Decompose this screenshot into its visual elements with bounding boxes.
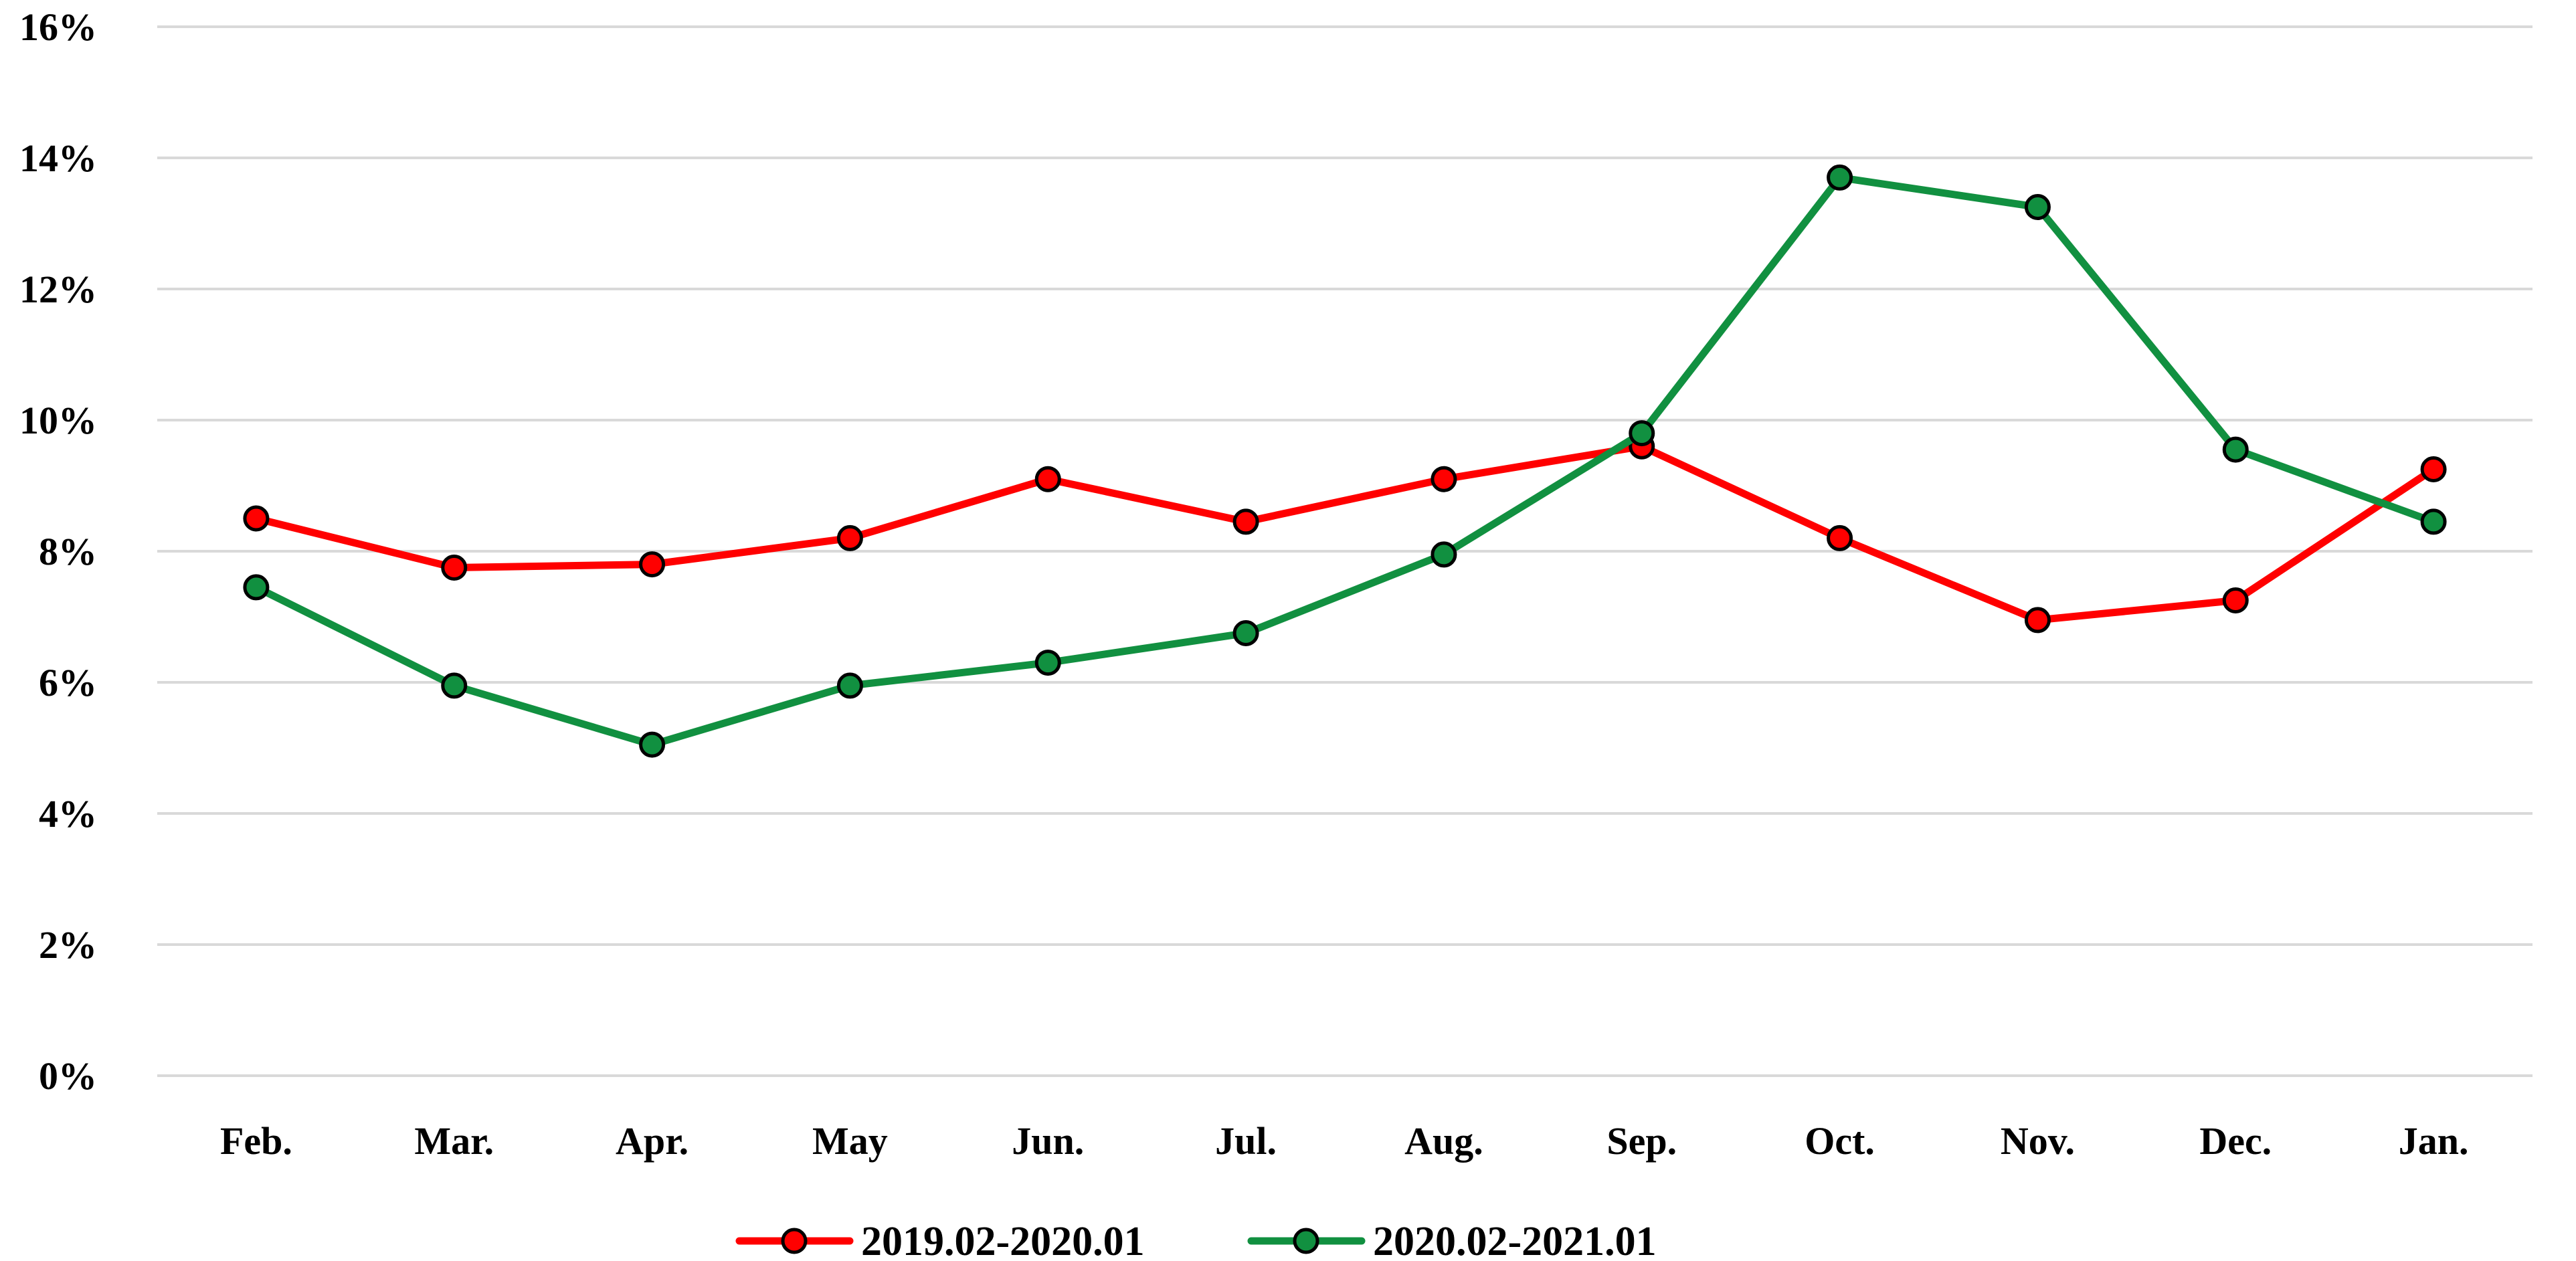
y-tick-label: 8% [39,530,97,573]
data-point [1431,541,1457,568]
data-point [639,551,666,578]
x-tick-label: Apr. [616,1119,688,1163]
x-tick-label: Oct. [1805,1119,1875,1163]
data-point [2222,436,2249,463]
x-axis-tick-labels: Feb. Mar. Apr. May Jun. Jul. Aug. Sep. Oct. Nov. D… [220,1119,2469,1163]
x-tick-label: Mar. [414,1119,494,1163]
legend-swatch-marker [781,1228,808,1254]
x-tick-label: Aug. [1404,1119,1483,1163]
data-point [1827,524,1853,551]
y-tick-label: 0% [39,1054,97,1098]
data-point [1629,420,1655,447]
y-tick-label: 14% [19,136,97,180]
data-point [1034,466,1061,492]
x-tick-label: Jan. [2399,1119,2469,1163]
legend-entry: 2019.02-2020.01 [735,1219,1145,1261]
data-point [2024,607,2051,634]
legend: 2019.02-2020.01 2020.02-2021.01 [735,1219,1657,1261]
legend-label: 2019.02-2020.01 [861,1219,1145,1261]
y-tick-label: 6% [39,661,97,704]
x-tick-label: Dec. [2199,1119,2272,1163]
y-tick-label: 12% [19,268,97,311]
series-line [252,442,2437,624]
data-point [2420,508,2447,535]
gridlines [157,25,2533,1077]
data-point [1232,508,1259,535]
x-tick-label: Feb. [220,1119,292,1163]
data-point [2420,456,2447,482]
legend-swatch-marker [1293,1228,1319,1254]
data-point [441,672,468,699]
y-tick-label: 10% [19,399,97,442]
legend-label: 2020.02-2021.01 [1373,1219,1657,1261]
data-point [1232,620,1259,646]
data-point [1431,466,1457,492]
x-tick-label: Sep. [1606,1119,1677,1163]
x-tick-label: May [812,1119,888,1163]
x-tick-label: Jul. [1215,1119,1277,1163]
series-line [252,173,2437,749]
data-point [639,731,666,758]
data-point [836,524,863,551]
data-point [2222,587,2249,613]
data-point [441,555,468,581]
data-point [2024,194,2051,220]
series-2 [243,164,2447,758]
data-point [1827,164,1853,191]
y-tick-label: 16% [19,5,97,49]
data-point [243,505,270,532]
plot-series [243,164,2447,758]
data-point [1034,650,1061,676]
x-tick-label: Nov. [2001,1119,2075,1163]
legend-entry: 2020.02-2021.01 [1247,1219,1657,1261]
y-tick-label: 4% [39,792,97,836]
data-point [243,574,270,601]
series-1 [243,433,2447,634]
x-tick-label: Jun. [1012,1119,1084,1163]
y-axis-tick-labels: 0% 2% 4% 6% 8% 10% 12% 14% 16% [19,5,97,1098]
y-tick-label: 2% [39,923,97,967]
data-point [836,672,863,699]
